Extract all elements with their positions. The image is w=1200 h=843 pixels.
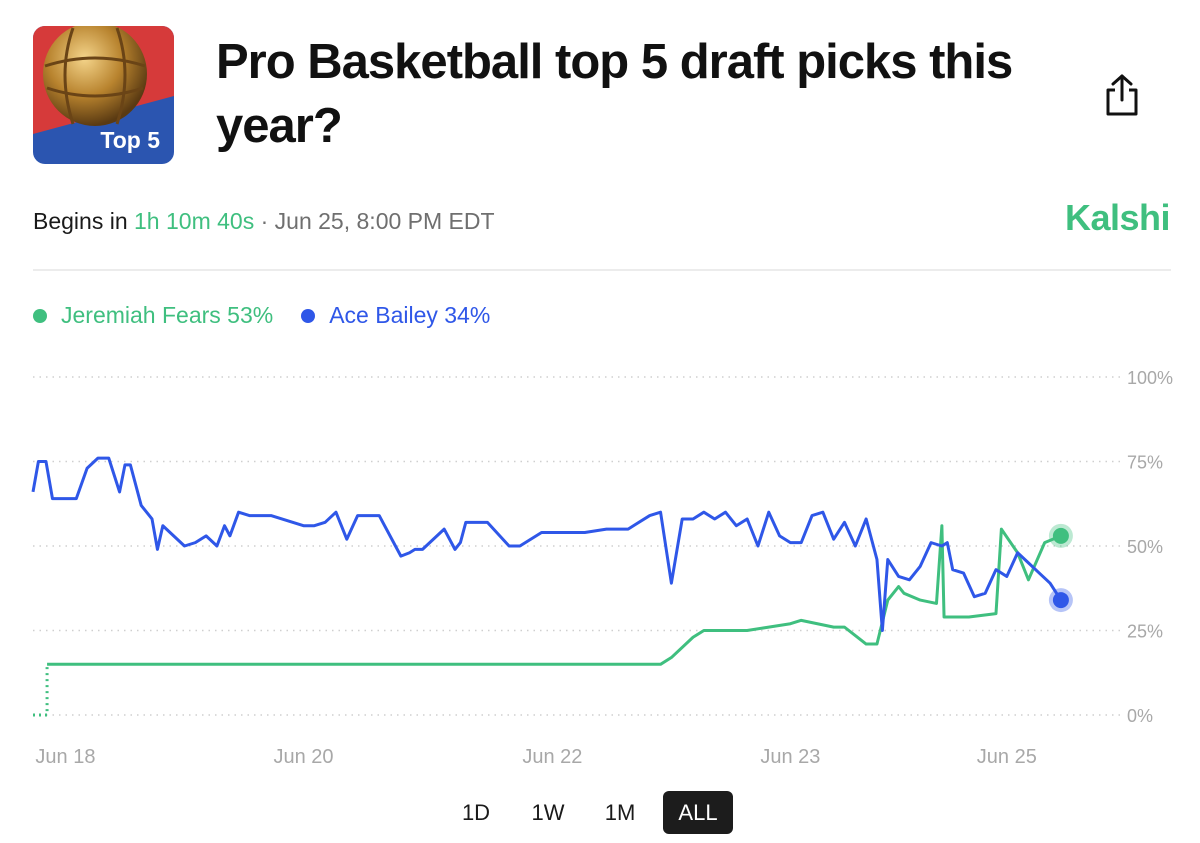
begins-in-label: Begins in [33,208,128,234]
share-icon[interactable] [1100,72,1144,118]
range-1w[interactable]: 1W [531,800,565,825]
basketball-icon [33,26,174,164]
x-tick-label: Jun 23 [760,746,820,768]
x-tick-label: Jun 18 [35,746,95,768]
legend-label: Jeremiah Fears 53% [61,302,274,328]
thumbnail-label: Top 5 [100,127,160,153]
series-line-start-dotted [33,664,49,717]
legend-dot-blue [301,308,316,323]
range-1m[interactable]: 1M [604,800,636,825]
event-start-info: Begins in 1h 10m 40s · Jun 25, 8:00 PM E… [33,208,495,235]
series-end-point [1052,592,1069,609]
countdown-timer: 1h 10m 40s [134,208,255,234]
brand-logo: Kalshi [1064,197,1171,238]
x-tick-label: Jun 22 [522,746,582,768]
legend-item-jeremiah-fears: Jeremiah Fears 53% [33,302,273,329]
y-tick-label: 50% [1127,537,1163,557]
legend-label: Ace Bailey 34% [329,302,491,328]
series-line-jeremiah-fears [47,524,1062,666]
y-tick-label: 0% [1127,706,1153,726]
divider [33,269,1171,271]
chart-legend: Jeremiah Fears 53% Ace Bailey 34% [33,302,490,329]
page-title: Pro Basketball top 5 draft picks this ye… [216,35,1013,153]
range-1d[interactable]: 1D [461,800,491,825]
y-tick-label: 75% [1127,453,1163,473]
series-end-point [1052,527,1069,544]
meta-separator: · [260,208,269,234]
x-tick-label: Jun 25 [977,746,1037,768]
legend-dot-green [33,308,47,323]
legend-item-ace-bailey: Ace Bailey 34% [301,302,490,329]
y-tick-label: 25% [1127,622,1163,642]
market-thumbnail: Top 5 [33,26,174,164]
time-range-selector: 1D 1W 1M ALL [447,791,733,834]
range-all[interactable]: ALL [663,791,733,834]
series-line-ace-bailey [31,456,1063,632]
x-tick-label: Jun 20 [273,746,333,768]
y-tick-label: 100% [1127,368,1173,388]
event-datetime: Jun 25, 8:00 PM EDT [274,208,495,234]
price-chart[interactable]: 0% 25% 50% 75% 100% Jun 18 Jun 20 Jun 22 Jun 23 J… [0,355,1200,780]
